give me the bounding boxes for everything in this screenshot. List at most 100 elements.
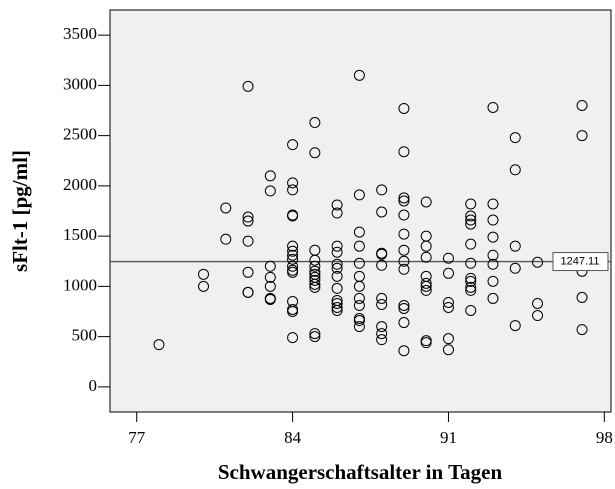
point <box>398 146 410 158</box>
point <box>398 302 410 314</box>
point <box>309 260 321 272</box>
point <box>576 99 588 111</box>
point <box>153 339 165 351</box>
point <box>331 240 343 252</box>
point <box>465 210 477 222</box>
x-tick-label: 77 <box>128 428 146 447</box>
point <box>264 280 276 292</box>
point <box>331 297 343 309</box>
x-tick-label: 98 <box>596 428 613 447</box>
point <box>532 310 544 322</box>
point <box>220 233 232 245</box>
x-axis-label: Schwangerschaftsalter in Tagen <box>218 460 503 484</box>
point <box>376 328 388 340</box>
reference-label: 1247.11 <box>561 255 600 267</box>
point <box>398 263 410 275</box>
point <box>242 80 254 92</box>
point <box>509 240 521 252</box>
point <box>532 297 544 309</box>
point <box>287 306 299 317</box>
point <box>576 324 588 336</box>
point <box>264 170 276 182</box>
point <box>487 231 499 243</box>
point <box>264 185 276 197</box>
point <box>287 260 299 272</box>
point <box>420 196 432 208</box>
point <box>465 272 477 284</box>
point <box>309 278 321 290</box>
reference-label-box <box>552 252 609 272</box>
point <box>309 328 321 340</box>
point <box>376 298 388 310</box>
point <box>420 277 432 289</box>
point <box>398 255 410 267</box>
point <box>487 275 499 287</box>
point <box>442 344 454 356</box>
plot-area <box>109 9 612 413</box>
point <box>309 254 321 266</box>
point <box>353 315 365 327</box>
point <box>353 299 365 311</box>
point <box>376 206 388 218</box>
x-tick-label: 84 <box>284 428 302 447</box>
point <box>487 292 499 304</box>
point <box>487 249 499 261</box>
point <box>465 214 477 226</box>
point <box>398 317 410 329</box>
point <box>242 286 254 298</box>
point <box>331 199 343 211</box>
point <box>353 240 365 252</box>
point <box>376 321 388 333</box>
point <box>198 280 210 292</box>
point <box>242 211 254 223</box>
point <box>509 262 521 274</box>
point <box>353 257 365 269</box>
point <box>442 333 454 345</box>
point <box>242 266 254 278</box>
point <box>309 281 321 293</box>
point <box>287 177 299 189</box>
point <box>309 117 321 129</box>
point <box>465 304 477 316</box>
point <box>331 301 343 313</box>
point <box>420 280 432 292</box>
point <box>287 139 299 151</box>
point <box>442 301 454 313</box>
point <box>242 215 254 227</box>
point <box>420 251 432 263</box>
point <box>353 189 365 201</box>
point <box>465 257 477 269</box>
point <box>442 296 454 308</box>
point <box>287 210 299 222</box>
point <box>465 218 477 230</box>
point <box>309 274 321 286</box>
point <box>398 209 410 221</box>
point <box>442 267 454 279</box>
point <box>287 249 299 261</box>
y-tick-label: 1500 <box>63 225 97 244</box>
point <box>376 292 388 304</box>
point <box>376 184 388 196</box>
point <box>287 266 299 278</box>
x-tick-label: 91 <box>440 428 457 447</box>
point <box>465 238 477 250</box>
point <box>465 275 477 287</box>
point <box>309 147 321 159</box>
point <box>242 235 254 247</box>
point <box>264 260 276 272</box>
point <box>398 192 410 204</box>
point <box>353 226 365 238</box>
point <box>442 252 454 264</box>
point <box>353 69 365 81</box>
point <box>198 268 210 280</box>
point <box>398 195 410 207</box>
point <box>331 262 343 274</box>
point <box>287 253 299 265</box>
point <box>509 164 521 176</box>
point <box>465 281 477 293</box>
point <box>331 207 343 219</box>
y-tick-label: 3000 <box>63 74 97 93</box>
point <box>398 345 410 357</box>
